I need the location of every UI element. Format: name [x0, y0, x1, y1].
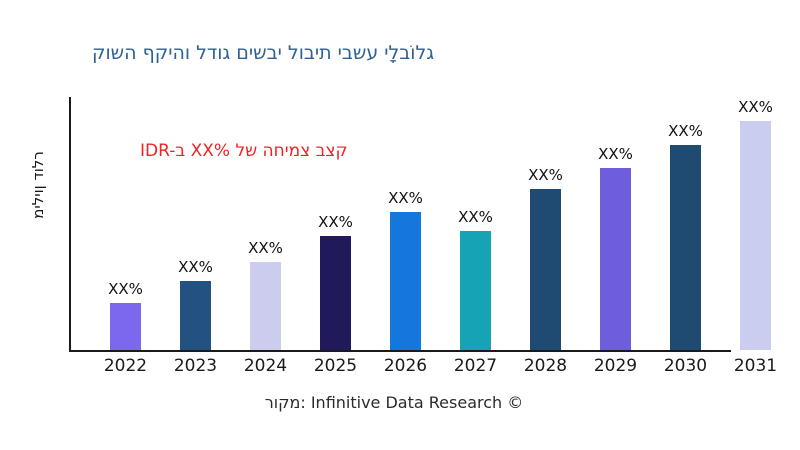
bar-2028: [530, 189, 561, 350]
bar-value-label-2026: XX%: [388, 189, 423, 207]
x-tick-label-2031: 2031: [733, 356, 778, 376]
x-tick-label-2028: 2028: [523, 356, 568, 376]
source-note: רוקמ: Infinitive Data Research ©: [264, 393, 524, 412]
bar-value-label-2031: XX%: [738, 98, 773, 116]
bar-value-label-2030: XX%: [668, 122, 703, 140]
x-tick-label-2023: 2023: [173, 356, 218, 376]
bar-value-label-2024: XX%: [248, 239, 283, 257]
bar-value-label-2025: XX%: [318, 213, 353, 231]
chart-title: קושה ףקיהו לדוג םישבי לובית יבשע ילָבוֹל…: [92, 42, 435, 64]
x-tick-label-2027: 2027: [453, 356, 498, 376]
bar-2029: [600, 168, 631, 350]
bar-2022: [110, 303, 141, 350]
bar-value-label-2023: XX%: [178, 258, 213, 276]
x-tick-label-2026: 2026: [383, 356, 428, 376]
x-axis-line: [70, 350, 731, 352]
bar-2025: [320, 236, 351, 350]
bar-value-label-2022: XX%: [108, 280, 143, 298]
bar-2030: [670, 145, 701, 350]
bar-2026: [390, 212, 421, 350]
bar-value-label-2027: XX%: [458, 208, 493, 226]
bar-value-label-2029: XX%: [598, 145, 633, 163]
bar-2023: [180, 281, 211, 350]
growth-rate-annotation: IDR-ב XX% לש החימצ בצק: [140, 141, 348, 161]
bar-2031: [740, 121, 771, 350]
bar-value-label-2028: XX%: [528, 166, 563, 184]
bar-2027: [460, 231, 491, 350]
bar-2024: [250, 262, 281, 350]
x-tick-label-2029: 2029: [593, 356, 638, 376]
x-tick-label-2024: 2024: [243, 356, 288, 376]
y-axis-line: [69, 97, 71, 352]
x-tick-label-2025: 2025: [313, 356, 358, 376]
x-tick-label-2030: 2030: [663, 356, 708, 376]
x-tick-label-2022: 2022: [103, 356, 148, 376]
